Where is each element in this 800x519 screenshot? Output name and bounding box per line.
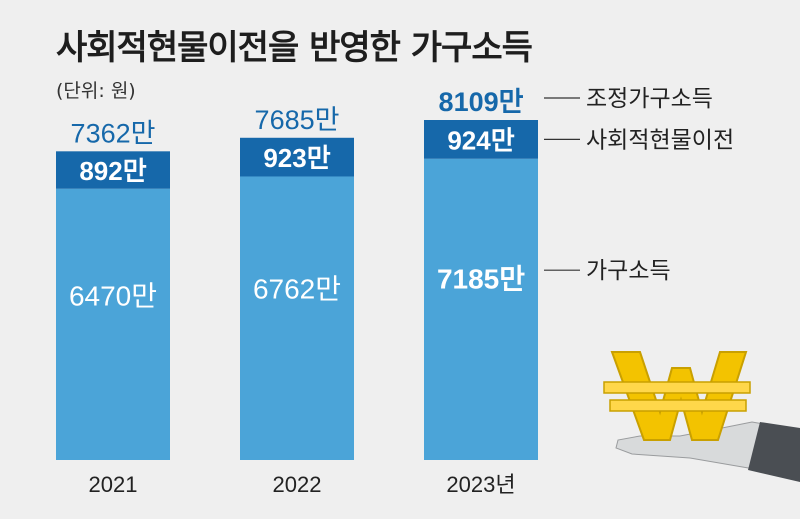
data-label-social-transfer: 892만 xyxy=(79,156,146,186)
data-label-social-transfer: 924만 xyxy=(447,125,514,155)
chart-title: 사회적현물이전을 반영한 가구소득 xyxy=(56,28,533,68)
bar-household-income xyxy=(424,158,538,461)
x-tick-label: 2021 xyxy=(89,472,138,497)
bar-household-income xyxy=(240,176,354,461)
unit-label: (단위: 원) xyxy=(56,80,136,102)
won-coin-icon xyxy=(603,351,751,441)
data-label-household-income: 6762만 xyxy=(253,273,341,304)
data-label-total: 7362만 xyxy=(71,118,156,148)
bar-household-income xyxy=(56,188,170,460)
data-label-household-income: 6470만 xyxy=(69,280,157,311)
data-label-total: 8109만 xyxy=(439,87,524,117)
bar-social-transfer xyxy=(56,151,170,189)
x-tick-label: 2023년 xyxy=(446,472,515,497)
data-label-social-transfer: 923만 xyxy=(263,143,330,173)
data-label-total: 7685만 xyxy=(255,105,340,135)
x-tick-label: 2022 xyxy=(273,472,322,497)
legend-entry: 사회적현물이전 xyxy=(586,127,734,153)
bar-social-transfer xyxy=(424,120,538,159)
legend-entry: 가구소득 xyxy=(586,258,671,284)
bar-social-transfer xyxy=(240,137,354,177)
data-label-household-income: 7185만 xyxy=(437,263,525,294)
legend-entry: 조정가구소득 xyxy=(586,86,713,112)
